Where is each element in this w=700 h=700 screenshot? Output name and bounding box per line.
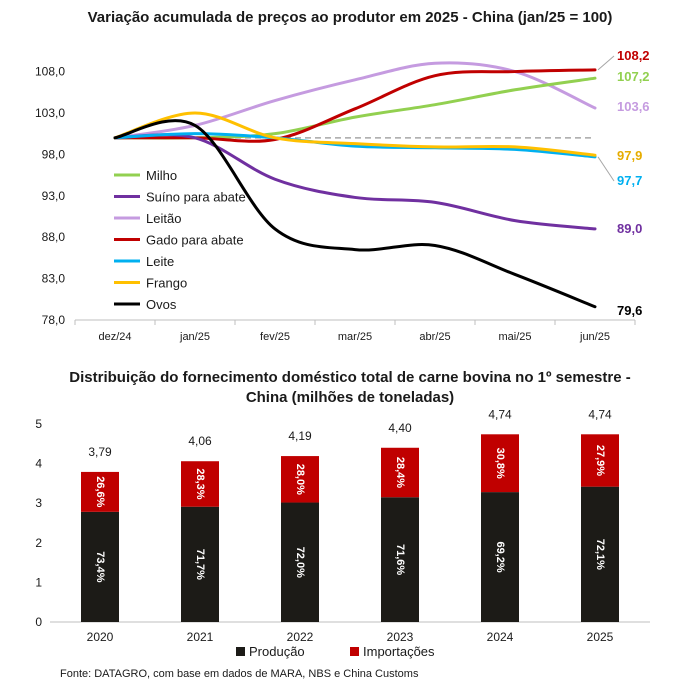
y-tick-label: 108,0 (35, 65, 65, 79)
bar-segment-importacoes (81, 471, 119, 512)
x-tick-label: 2024 (487, 630, 514, 644)
bar-segment-importacoes (381, 447, 419, 498)
end-value-label: 97,7 (617, 173, 642, 188)
legend-label: Frango (146, 276, 187, 291)
segment-label: 28,3% (194, 468, 206, 499)
y-tick-label: 2 (35, 536, 42, 550)
bar-segment-producao (381, 497, 419, 622)
end-value-label: 107,2 (617, 69, 650, 84)
segment-label: 28,4% (394, 457, 406, 488)
bar-segment-producao (581, 486, 619, 622)
segment-label: 30,8% (494, 448, 506, 479)
y-tick-label: 5 (35, 417, 42, 431)
bar-segment-importacoes (181, 461, 219, 507)
y-tick-label: 83,0 (42, 272, 66, 286)
legend-label: Leitão (146, 211, 181, 226)
segment-label: 72,1% (594, 539, 606, 570)
x-tick-label: dez/24 (98, 331, 131, 343)
total-label: 4,40 (388, 421, 412, 435)
x-tick-label: abr/25 (419, 331, 450, 343)
bar-chart-title: Distribuição do fornecimento doméstico t… (69, 369, 631, 406)
segment-label: 28,0% (294, 464, 306, 495)
legend-label: Importações (363, 644, 435, 659)
legend-label: Ovos (146, 297, 177, 312)
end-value-label: 89,0 (617, 221, 642, 236)
x-tick-label: 2020 (87, 630, 114, 644)
x-tick-label: 2022 (287, 630, 314, 644)
bar-segment-producao (481, 492, 519, 622)
line-chart-title: Variação acumulada de preços ao produtor… (87, 9, 613, 26)
y-tick-label: 3 (35, 496, 42, 510)
series-line-frango (113, 111, 597, 157)
legend-swatch (350, 647, 359, 656)
segment-label: 27,9% (594, 445, 606, 476)
y-tick-label: 0 (35, 615, 42, 629)
y-tick-label: 93,0 (42, 189, 66, 203)
legend-label: Milho (146, 168, 177, 183)
source-note: Fonte: DATAGRO, com base em dados de MAR… (60, 668, 419, 680)
end-value-label: 103,6 (617, 99, 650, 114)
bar-segment-importacoes (581, 434, 619, 487)
end-value-label: 79,6 (617, 303, 642, 318)
bar-segment-importacoes (281, 456, 319, 503)
y-tick-label: 78,0 (42, 313, 66, 327)
y-tick-label: 88,0 (42, 230, 66, 244)
legend-swatch (236, 647, 245, 656)
series-line-suíno-para-abate (113, 133, 597, 231)
total-label: 4,19 (288, 429, 312, 443)
series-line-leite (113, 132, 597, 159)
x-tick-label: mar/25 (338, 331, 372, 343)
bar-segment-producao (81, 511, 119, 622)
segment-label: 69,2% (494, 541, 506, 572)
x-tick-label: jun/25 (579, 331, 610, 343)
segment-label: 71,7% (194, 549, 206, 580)
segment-label: 71,6% (394, 544, 406, 575)
legend-label: Leite (146, 254, 174, 269)
x-tick-label: 2023 (387, 630, 414, 644)
legend-label: Gado para abate (146, 233, 244, 248)
label-leader-line (597, 156, 615, 182)
x-tick-label: 2021 (187, 630, 214, 644)
segment-label: 72,0% (294, 547, 306, 578)
end-value-label: 97,9 (617, 148, 642, 163)
y-tick-label: 4 (35, 457, 42, 471)
legend-label: Produção (249, 644, 305, 659)
x-tick-label: 2025 (587, 630, 614, 644)
total-label: 3,79 (88, 445, 112, 459)
total-label: 4,06 (188, 434, 212, 448)
series-line-leitão (113, 61, 597, 140)
y-tick-label: 103,0 (35, 106, 65, 120)
end-value-label: 108,2 (617, 48, 650, 63)
total-label: 4,74 (588, 407, 612, 421)
segment-label: 26,6% (94, 476, 106, 507)
bar-segment-producao (181, 506, 219, 622)
label-leader-line (597, 55, 615, 71)
bar-segment-producao (281, 502, 319, 622)
bar-segment-importacoes (481, 434, 519, 493)
segment-label: 73,4% (94, 551, 106, 582)
legend-label: Suíno para abate (146, 190, 246, 205)
y-tick-label: 98,0 (42, 147, 66, 161)
x-tick-label: jan/25 (179, 331, 210, 343)
y-tick-label: 1 (35, 575, 42, 589)
x-tick-label: fev/25 (260, 331, 290, 343)
total-label: 4,74 (488, 407, 512, 421)
x-tick-label: mai/25 (498, 331, 531, 343)
series-line-ovos (113, 119, 597, 309)
